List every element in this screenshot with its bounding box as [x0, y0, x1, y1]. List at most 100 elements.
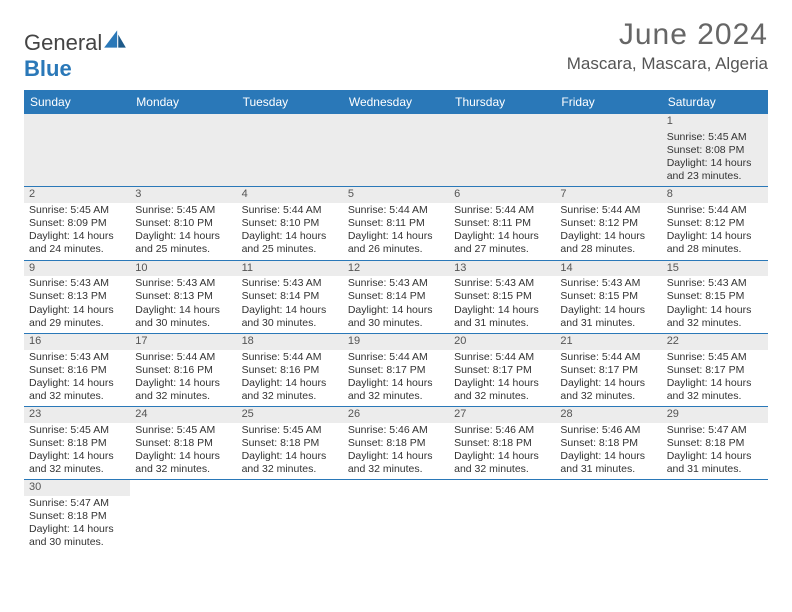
calendar-day-cell: 19Sunrise: 5:44 AMSunset: 8:17 PMDayligh… — [343, 333, 449, 406]
day-number: 26 — [343, 407, 449, 423]
day-number: 3 — [130, 187, 236, 203]
sunset-text: Sunset: 8:10 PM — [135, 217, 231, 230]
daylight-text: Daylight: 14 hours — [667, 377, 763, 390]
daylight-text: Daylight: 14 hours — [348, 450, 444, 463]
daylight-text: Daylight: 14 hours — [348, 230, 444, 243]
calendar-day-cell: 17Sunrise: 5:44 AMSunset: 8:16 PMDayligh… — [130, 333, 236, 406]
daylight-text: Daylight: 14 hours — [560, 377, 656, 390]
daylight-text: and 30 minutes. — [29, 536, 125, 549]
daylight-text: Daylight: 14 hours — [667, 304, 763, 317]
daylight-text: Daylight: 14 hours — [348, 377, 444, 390]
brand-name: GeneralBlue — [24, 28, 128, 82]
day-number: 15 — [662, 261, 768, 277]
brand-sail-icon — [102, 30, 128, 55]
sunrise-text: Sunrise: 5:45 AM — [29, 424, 125, 437]
daylight-text: Daylight: 14 hours — [454, 377, 550, 390]
calendar-empty-cell — [24, 114, 130, 187]
day-number: 29 — [662, 407, 768, 423]
sunset-text: Sunset: 8:17 PM — [348, 364, 444, 377]
daylight-text: Daylight: 14 hours — [454, 450, 550, 463]
calendar-day-cell: 22Sunrise: 5:45 AMSunset: 8:17 PMDayligh… — [662, 333, 768, 406]
brand-part2: Blue — [24, 56, 72, 81]
sunrise-text: Sunrise: 5:44 AM — [242, 351, 338, 364]
daylight-text: and 30 minutes. — [348, 317, 444, 330]
day-number: 8 — [662, 187, 768, 203]
sunset-text: Sunset: 8:12 PM — [667, 217, 763, 230]
daylight-text: Daylight: 14 hours — [560, 304, 656, 317]
daylight-text: and 25 minutes. — [135, 243, 231, 256]
calendar-header-row: SundayMondayTuesdayWednesdayThursdayFrid… — [24, 90, 768, 114]
day-number: 16 — [24, 334, 130, 350]
sunset-text: Sunset: 8:17 PM — [667, 364, 763, 377]
daylight-text: Daylight: 14 hours — [29, 523, 125, 536]
daylight-text: and 24 minutes. — [29, 243, 125, 256]
sunset-text: Sunset: 8:18 PM — [29, 510, 125, 523]
daylight-text: Daylight: 14 hours — [135, 304, 231, 317]
sunrise-text: Sunrise: 5:44 AM — [135, 351, 231, 364]
daylight-text: and 25 minutes. — [242, 243, 338, 256]
calendar-empty-cell — [343, 480, 449, 553]
sunrise-text: Sunrise: 5:44 AM — [348, 351, 444, 364]
daylight-text: and 32 minutes. — [242, 390, 338, 403]
weekday-header: Wednesday — [343, 90, 449, 114]
daylight-text: and 31 minutes. — [560, 463, 656, 476]
sunset-text: Sunset: 8:12 PM — [560, 217, 656, 230]
daylight-text: and 32 minutes. — [135, 463, 231, 476]
day-number: 5 — [343, 187, 449, 203]
sunrise-text: Sunrise: 5:44 AM — [560, 204, 656, 217]
calendar-day-cell: 18Sunrise: 5:44 AMSunset: 8:16 PMDayligh… — [237, 333, 343, 406]
sunset-text: Sunset: 8:18 PM — [242, 437, 338, 450]
sunrise-text: Sunrise: 5:46 AM — [348, 424, 444, 437]
daylight-text: and 32 minutes. — [348, 463, 444, 476]
weekday-header: Monday — [130, 90, 236, 114]
sunset-text: Sunset: 8:18 PM — [29, 437, 125, 450]
calendar-day-cell: 5Sunrise: 5:44 AMSunset: 8:11 PMDaylight… — [343, 187, 449, 260]
calendar-week-row: 9Sunrise: 5:43 AMSunset: 8:13 PMDaylight… — [24, 260, 768, 333]
day-number: 19 — [343, 334, 449, 350]
day-number: 24 — [130, 407, 236, 423]
day-number: 22 — [662, 334, 768, 350]
daylight-text: and 26 minutes. — [348, 243, 444, 256]
daylight-text: and 32 minutes. — [348, 390, 444, 403]
calendar-day-cell: 28Sunrise: 5:46 AMSunset: 8:18 PMDayligh… — [555, 407, 661, 480]
sunset-text: Sunset: 8:16 PM — [29, 364, 125, 377]
sunrise-text: Sunrise: 5:45 AM — [242, 424, 338, 437]
calendar-day-cell: 8Sunrise: 5:44 AMSunset: 8:12 PMDaylight… — [662, 187, 768, 260]
calendar-day-cell: 27Sunrise: 5:46 AMSunset: 8:18 PMDayligh… — [449, 407, 555, 480]
daylight-text: and 32 minutes. — [560, 390, 656, 403]
sunrise-text: Sunrise: 5:44 AM — [454, 351, 550, 364]
calendar-week-row: 30Sunrise: 5:47 AMSunset: 8:18 PMDayligh… — [24, 480, 768, 553]
daylight-text: Daylight: 14 hours — [242, 450, 338, 463]
daylight-text: and 32 minutes. — [667, 390, 763, 403]
sunset-text: Sunset: 8:18 PM — [667, 437, 763, 450]
brand-logo: GeneralBlue — [24, 28, 128, 82]
calendar-day-cell: 9Sunrise: 5:43 AMSunset: 8:13 PMDaylight… — [24, 260, 130, 333]
daylight-text: and 28 minutes. — [560, 243, 656, 256]
sunrise-text: Sunrise: 5:43 AM — [348, 277, 444, 290]
daylight-text: Daylight: 14 hours — [667, 450, 763, 463]
day-number: 17 — [130, 334, 236, 350]
sunset-text: Sunset: 8:14 PM — [348, 290, 444, 303]
day-number: 14 — [555, 261, 661, 277]
calendar-day-cell: 15Sunrise: 5:43 AMSunset: 8:15 PMDayligh… — [662, 260, 768, 333]
calendar-day-cell: 2Sunrise: 5:45 AMSunset: 8:09 PMDaylight… — [24, 187, 130, 260]
calendar-day-cell: 30Sunrise: 5:47 AMSunset: 8:18 PMDayligh… — [24, 480, 130, 553]
sunset-text: Sunset: 8:15 PM — [560, 290, 656, 303]
day-number: 1 — [662, 114, 768, 130]
sunrise-text: Sunrise: 5:46 AM — [560, 424, 656, 437]
daylight-text: Daylight: 14 hours — [242, 377, 338, 390]
calendar-day-cell: 6Sunrise: 5:44 AMSunset: 8:11 PMDaylight… — [449, 187, 555, 260]
sunrise-text: Sunrise: 5:43 AM — [667, 277, 763, 290]
sunset-text: Sunset: 8:08 PM — [667, 144, 763, 157]
day-number: 21 — [555, 334, 661, 350]
calendar-empty-cell — [130, 480, 236, 553]
calendar-day-cell: 13Sunrise: 5:43 AMSunset: 8:15 PMDayligh… — [449, 260, 555, 333]
daylight-text: and 30 minutes. — [242, 317, 338, 330]
sunrise-text: Sunrise: 5:44 AM — [667, 204, 763, 217]
calendar-empty-cell — [130, 114, 236, 187]
calendar-day-cell: 7Sunrise: 5:44 AMSunset: 8:12 PMDaylight… — [555, 187, 661, 260]
calendar-week-row: 1Sunrise: 5:45 AMSunset: 8:08 PMDaylight… — [24, 114, 768, 187]
sunrise-text: Sunrise: 5:43 AM — [560, 277, 656, 290]
daylight-text: Daylight: 14 hours — [135, 377, 231, 390]
daylight-text: and 32 minutes. — [29, 390, 125, 403]
